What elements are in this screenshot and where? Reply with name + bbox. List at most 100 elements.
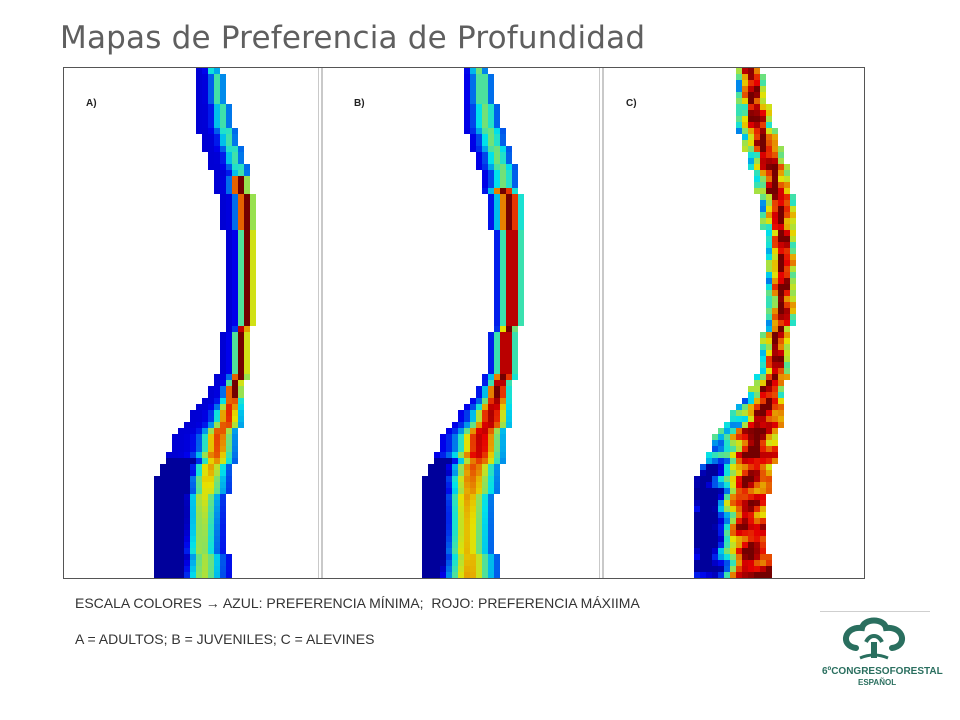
panel-label-c: C) [626,98,637,109]
heatmap-cell [742,482,748,488]
heatmap-cell [778,170,784,176]
heatmap-cell [226,464,232,470]
arrow-right-icon: → [205,595,220,611]
heatmap-cell [754,500,760,506]
heatmap-cell [470,80,476,86]
heatmap-cell [226,350,232,356]
heatmap-cell [790,284,796,290]
heatmap-cell [748,392,754,398]
heatmap-cell [488,212,494,218]
heatmap-cell [232,422,238,428]
heatmap-cell [742,488,748,494]
heatmap-cell [488,386,494,392]
heatmap-cell [482,152,488,158]
heatmap-cell [196,80,202,86]
heatmap-cell [772,212,778,218]
heatmap-cell [160,518,166,524]
heatmap-cell [518,248,524,254]
heatmap-cell [190,434,196,440]
heatmap-cell [754,92,760,98]
heatmap-cell [772,404,778,410]
heatmap-cell [470,422,476,428]
heatmap-cell [166,542,172,548]
heatmap-cell [736,116,742,122]
heatmap-juveniles [422,68,524,578]
heatmap-cell [488,512,494,518]
heatmap-cell [226,284,232,290]
heatmap-cell [250,218,256,224]
heatmap-cell [736,500,742,506]
heatmap-cell [784,338,790,344]
heatmap-cell [488,422,494,428]
heatmap-cell [760,206,766,212]
heatmap-cell [458,440,464,446]
heatmap-cell [494,452,500,458]
heatmap-cell [506,368,512,374]
heatmap-cell [748,440,754,446]
heatmap-cell [178,434,184,440]
heatmap-cell [784,218,790,224]
heatmap-cell [494,302,500,308]
heatmap-cell [518,236,524,242]
heatmap-cell [250,314,256,320]
heatmap-cell [178,560,184,566]
heatmap-cell [494,566,500,572]
heatmap-cell [778,152,784,158]
heatmap-cell [512,308,518,314]
heatmap-cell [250,200,256,206]
heatmap-cell [784,290,790,296]
heatmap-cell [232,440,238,446]
heatmap-cell [766,410,772,416]
heatmap-cell [718,512,724,518]
heatmap-cell [500,326,506,332]
heatmap-cell [512,170,518,176]
heatmap-cell [760,512,766,518]
heatmap-cell [784,224,790,230]
heatmap-cell [506,212,512,218]
heatmap-cell [428,542,434,548]
heatmap-cell [226,128,232,134]
heatmap-cell [760,524,766,530]
depth-preference-figure: A) B) C) [63,67,865,579]
heatmap-cell [458,506,464,512]
heatmap-cell [422,572,428,578]
heatmap-cell [172,488,178,494]
heatmap-cell [772,236,778,242]
heatmap-cell [784,296,790,302]
heatmap-cell [220,140,226,146]
heatmap-cell [232,332,238,338]
heatmap-cell [196,458,202,464]
heatmap-cell [500,176,506,182]
heatmap-cell [754,410,760,416]
heatmap-cell [760,482,766,488]
heatmap-cell [760,548,766,554]
heatmap-cell [160,494,166,500]
heatmap-cell [766,260,772,266]
heatmap-cell [214,134,220,140]
heatmap-cell [500,134,506,140]
heatmap-cell [790,308,796,314]
heatmap-cell [754,182,760,188]
heatmap-cell [220,458,226,464]
heatmap-cell [700,554,706,560]
heatmap-cell [214,476,220,482]
heatmap-cell [778,320,784,326]
heatmap-cell [748,164,754,170]
heatmap-cell [494,488,500,494]
heatmap-cell [476,98,482,104]
heatmap-cell [226,206,232,212]
heatmap-cell [232,368,238,374]
heatmap-cell [428,494,434,500]
heatmap-cell [494,218,500,224]
heatmap-cell [736,548,742,554]
heatmap-cell [772,326,778,332]
heatmap-cell [736,86,742,92]
heatmap-cell [506,170,512,176]
heatmap-cell [184,482,190,488]
heatmap-cell [488,86,494,92]
heatmap-cell [166,464,172,470]
heatmap-cell [748,452,754,458]
heatmap-cell [226,236,232,242]
heatmap-cell [706,566,712,572]
heatmap-cell [244,278,250,284]
